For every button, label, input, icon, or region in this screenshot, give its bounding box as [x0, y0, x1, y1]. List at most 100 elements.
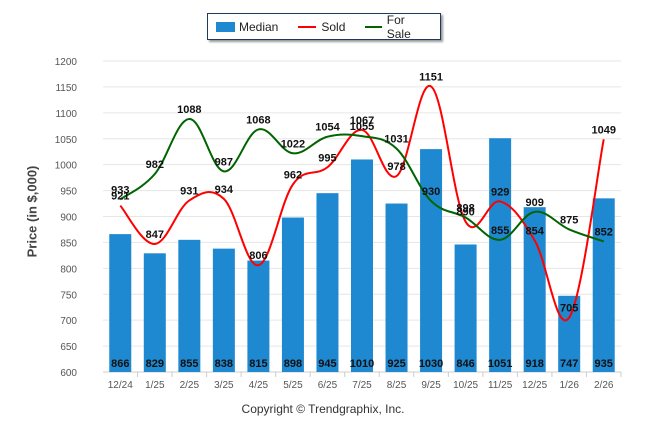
sold-data-label: 705 — [560, 303, 578, 315]
median-bar — [247, 260, 270, 372]
median-data-label: 815 — [249, 358, 267, 370]
sold-data-label: 854 — [525, 225, 544, 237]
median-bar — [489, 138, 512, 372]
legend-median-label: Median — [239, 19, 279, 34]
legend: Median Sold For Sale — [207, 13, 441, 41]
median-bars — [109, 138, 615, 372]
y-tick-label: 750 — [60, 290, 77, 301]
x-axis-ticks: 12/24 1/25 2/25 3/25 4/25 5/25 6/25 7/25 8/25 9/2… — [108, 372, 622, 391]
sold-data-label: 1151 — [419, 71, 443, 83]
legend-item-median[interactable]: Median — [216, 20, 290, 34]
median-data-label: 1010 — [350, 358, 374, 370]
median-data-label: 918 — [525, 358, 543, 370]
sold-data-label: 1049 — [591, 124, 615, 136]
legend-forsale-label: For Sale — [386, 12, 411, 41]
x-tick-label: 4/25 — [249, 380, 269, 391]
median-bar — [592, 198, 615, 372]
copyright: Copyright © Trendgraphix, Inc. — [241, 402, 405, 416]
legend-sold-label: Sold — [321, 19, 346, 34]
sold-data-label: 921 — [111, 191, 129, 203]
for-sale-data-label: 982 — [146, 159, 164, 171]
x-tick-label: 3/25 — [214, 380, 234, 391]
median-swatch-icon — [216, 21, 235, 32]
x-tick-label: 2/26 — [594, 380, 614, 391]
y-axis-label: Price (in $,000) — [24, 165, 40, 258]
for-sale-data-label: 1022 — [281, 138, 305, 150]
median-bar — [558, 295, 581, 372]
y-tick-label: 1200 — [55, 57, 78, 68]
median-bar — [523, 207, 546, 372]
x-tick-label: 12/25 — [522, 380, 547, 391]
trend-lines — [119, 85, 605, 322]
sold-data-label: 1067 — [350, 115, 374, 127]
x-tick-label: 11/25 — [488, 380, 513, 391]
sold-data-label: 978 — [387, 161, 405, 173]
median-data-label: 838 — [215, 358, 233, 370]
y-tick-label: 1050 — [55, 135, 78, 146]
sold-line-icon — [298, 25, 317, 28]
x-tick-label: 10/25 — [453, 380, 478, 391]
y-tick-label: 900 — [60, 213, 77, 224]
x-tick-label: 5/25 — [283, 380, 303, 391]
y-tick-label: 950 — [60, 187, 77, 198]
sold-data-label: 929 — [491, 186, 509, 198]
median-data-label: 846 — [456, 358, 474, 370]
x-tick-label: 7/25 — [352, 380, 372, 391]
sold-data-label: 995 — [318, 152, 336, 164]
legend-item-sold[interactable]: Sold — [298, 20, 357, 34]
for-sale-data-label: 1088 — [177, 104, 201, 116]
median-data-label: 866 — [111, 358, 129, 370]
median-bar — [385, 203, 408, 372]
for-sale-data-label: 930 — [422, 186, 440, 198]
for-sale-data-label: 1068 — [246, 114, 270, 126]
y-tick-label: 850 — [60, 238, 77, 249]
for-sale-data-label: 1031 — [384, 134, 408, 146]
legend-item-forsale[interactable]: For Sale — [365, 13, 440, 41]
for-sale-data-label: 987 — [215, 156, 233, 168]
y-axis-ticks: 600 650 700 750 800 850 900 950 1000 1050 1100 1150… — [55, 57, 78, 379]
for-sale-data-label: 1054 — [315, 122, 340, 134]
sold-data-label: 847 — [146, 229, 164, 241]
median-data-label: 925 — [387, 358, 405, 370]
y-tick-label: 1150 — [55, 83, 77, 94]
median-data-label: 945 — [318, 358, 336, 370]
for-sale-data-label: 1055 — [350, 121, 374, 133]
for-sale-data-label: 933 — [111, 184, 129, 196]
y-tick-label: 1100 — [55, 109, 77, 120]
sold-data-label: 931 — [180, 185, 198, 197]
x-tick-label: 9/25 — [421, 380, 441, 391]
median-bar — [212, 248, 235, 372]
median-bar — [281, 217, 304, 372]
median-bar — [420, 149, 443, 372]
median-data-label: 1030 — [419, 358, 443, 370]
median-data-label: 898 — [284, 358, 302, 370]
y-tick-label: 650 — [60, 342, 77, 353]
median-data-label: 829 — [146, 358, 164, 370]
x-tick-label: 8/25 — [387, 380, 407, 391]
for-sale-data-label: 852 — [595, 226, 613, 238]
sold-data-label: 806 — [249, 250, 267, 262]
median-data-label: 1051 — [488, 358, 512, 370]
median-bar — [454, 244, 477, 372]
x-tick-label: 12/24 — [108, 380, 133, 391]
for-sale-data-label: 909 — [525, 197, 543, 209]
x-tick-label: 2/25 — [180, 380, 200, 391]
for-sale-data-label: 855 — [491, 225, 509, 237]
median-bar — [178, 239, 201, 372]
median-bar — [109, 234, 132, 372]
median-bar — [143, 253, 166, 372]
y-tick-label: 700 — [60, 316, 77, 327]
sold-data-label: 934 — [215, 184, 234, 196]
for-sale-line — [119, 118, 605, 243]
y-tick-label: 600 — [60, 368, 77, 379]
median-data-label: 935 — [595, 358, 613, 370]
data-labels: 866 829 855 838 815 898 945 1010 925 1030 846 1051 9… — [111, 71, 616, 370]
y-tick-label: 800 — [60, 264, 77, 275]
x-tick-label: 1/26 — [559, 380, 579, 391]
for-sale-data-label: 898 — [456, 203, 474, 215]
sold-line — [119, 85, 605, 322]
forsale-line-icon — [365, 25, 382, 28]
y-tick-label: 1000 — [55, 161, 78, 172]
median-bar — [351, 159, 373, 372]
